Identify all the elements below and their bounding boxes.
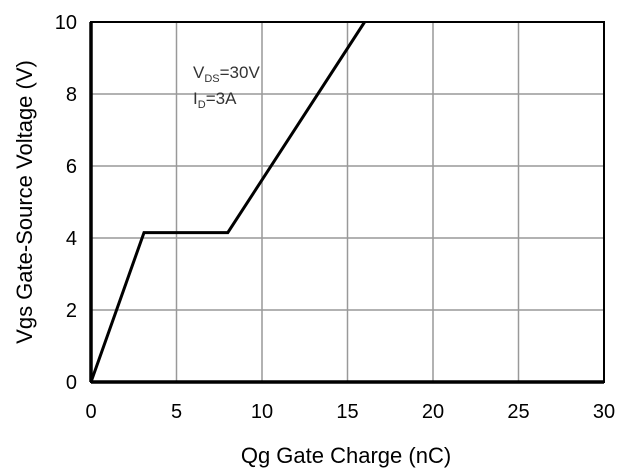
- axes: [89, 21, 605, 384]
- y-tick-label-4: 8: [66, 84, 77, 106]
- x-tick-label-4: 20: [422, 401, 444, 423]
- series-line-0: [89, 21, 366, 383]
- x-tick-label-0: 0: [85, 401, 96, 423]
- y-tick-label-2: 4: [66, 228, 77, 250]
- y-axis-label: Vgs Gate-Source Voltage (V): [12, 60, 37, 344]
- y-tick-label-1: 2: [66, 300, 77, 322]
- annotation-id: ID=3A: [193, 89, 237, 111]
- x-tick-label-6: 30: [593, 401, 615, 423]
- y-tick-label-5: 10: [55, 12, 77, 34]
- x-tick-label-5: 25: [507, 401, 529, 423]
- x-tick-label-1: 5: [171, 401, 182, 423]
- y-tick-labels: 0 2 4 6 8 10: [55, 12, 77, 394]
- grid-lines: [90, 21, 605, 383]
- x-tick-label-3: 15: [336, 401, 358, 423]
- x-tick-labels: 0 5 10 15 20 25 30: [85, 401, 615, 423]
- y-tick-label-3: 6: [66, 156, 77, 178]
- x-axis-label: Qg Gate Charge (nC): [241, 443, 451, 468]
- y-tick-label-0: 0: [66, 372, 77, 394]
- series-group: [89, 21, 366, 383]
- annotation-vds: VDS=30V: [193, 63, 260, 85]
- x-tick-label-2: 10: [251, 401, 273, 423]
